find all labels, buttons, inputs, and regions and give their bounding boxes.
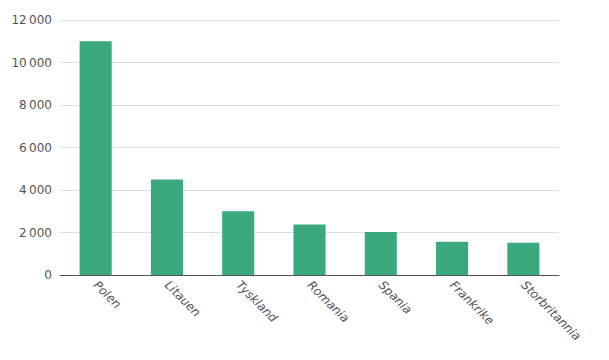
- svg-text:Romania: Romania: [305, 278, 352, 325]
- svg-text:6 000: 6 000: [19, 141, 52, 155]
- svg-text:Polen: Polen: [91, 278, 124, 311]
- svg-text:Tyskland: Tyskland: [233, 278, 280, 325]
- svg-text:2 000: 2 000: [19, 226, 52, 240]
- svg-text:Frankrike: Frankrike: [447, 278, 497, 328]
- svg-text:Spania: Spania: [376, 278, 415, 317]
- svg-text:12 000: 12 000: [11, 13, 52, 27]
- svg-text:0: 0: [44, 268, 52, 282]
- svg-text:10 000: 10 000: [11, 56, 52, 70]
- svg-text:Storbritannia: Storbritannia: [518, 278, 583, 343]
- svg-text:Litauen: Litauen: [162, 278, 203, 319]
- svg-text:8 000: 8 000: [19, 98, 52, 112]
- svg-text:4 000: 4 000: [19, 183, 52, 197]
